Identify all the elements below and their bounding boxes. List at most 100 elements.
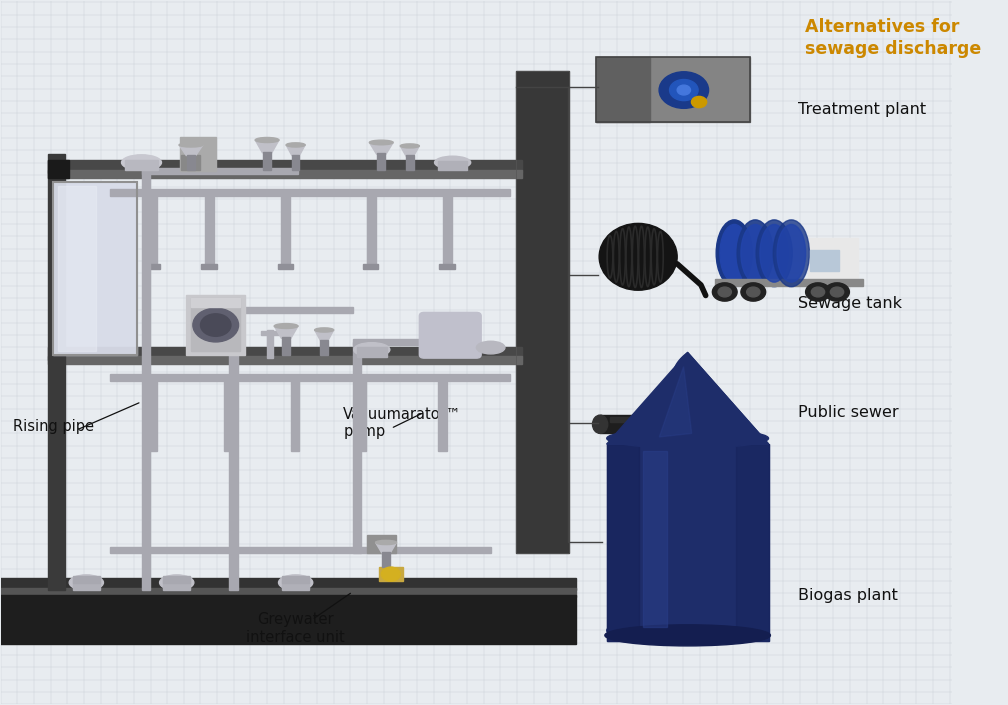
Bar	[73, 575, 100, 582]
Circle shape	[381, 567, 400, 581]
Bar	[206, 194, 214, 268]
Text: Biogas plant: Biogas plant	[798, 588, 898, 603]
Bar	[110, 189, 510, 196]
Ellipse shape	[773, 220, 809, 287]
Ellipse shape	[477, 341, 505, 354]
Bar	[0, 595, 577, 644]
Circle shape	[659, 72, 709, 109]
Circle shape	[805, 283, 831, 301]
Bar	[148, 377, 156, 451]
Bar	[379, 567, 403, 581]
Bar	[229, 309, 238, 590]
Bar	[716, 279, 863, 286]
Circle shape	[677, 85, 690, 95]
Bar	[282, 575, 309, 582]
Bar	[48, 170, 522, 178]
Bar	[736, 444, 768, 641]
Circle shape	[669, 80, 699, 101]
Bar	[357, 347, 387, 357]
Text: Rising pipe: Rising pipe	[13, 419, 94, 434]
Bar	[444, 194, 452, 268]
Ellipse shape	[286, 143, 305, 147]
Bar	[516, 71, 569, 553]
Bar	[597, 57, 750, 122]
Bar	[73, 580, 100, 589]
Ellipse shape	[593, 415, 608, 434]
Bar	[321, 340, 328, 355]
Ellipse shape	[255, 137, 279, 142]
Bar	[363, 264, 378, 269]
Bar	[261, 331, 278, 335]
Bar	[141, 168, 298, 174]
Polygon shape	[314, 330, 334, 341]
Polygon shape	[274, 326, 298, 338]
Text: Greywater
interface unit: Greywater interface unit	[246, 612, 345, 644]
Bar	[48, 161, 70, 178]
Ellipse shape	[760, 224, 788, 282]
Bar	[0, 587, 577, 596]
Text: Alternatives for
sewage discharge: Alternatives for sewage discharge	[804, 18, 981, 59]
Bar	[263, 152, 271, 170]
Bar	[353, 339, 424, 345]
Text: Public sewer: Public sewer	[798, 405, 899, 419]
Polygon shape	[607, 352, 768, 444]
Bar	[225, 377, 233, 451]
Bar	[144, 264, 159, 269]
Bar	[292, 155, 299, 170]
Ellipse shape	[607, 429, 768, 448]
Circle shape	[713, 283, 737, 301]
Bar	[48, 356, 522, 364]
Bar	[643, 451, 667, 627]
FancyBboxPatch shape	[419, 312, 481, 358]
Bar	[110, 546, 491, 553]
Ellipse shape	[376, 540, 396, 544]
Bar	[277, 264, 292, 269]
Polygon shape	[369, 142, 393, 154]
Circle shape	[831, 287, 844, 297]
Bar	[438, 377, 447, 451]
Ellipse shape	[777, 224, 805, 282]
Ellipse shape	[159, 575, 194, 590]
Bar	[610, 417, 715, 422]
Bar	[291, 377, 299, 451]
Bar	[358, 377, 366, 451]
Bar	[125, 160, 157, 170]
Ellipse shape	[434, 157, 471, 169]
Circle shape	[747, 287, 760, 297]
Circle shape	[741, 283, 766, 301]
Polygon shape	[659, 367, 691, 437]
Text: Treatment plant: Treatment plant	[798, 102, 926, 117]
Ellipse shape	[605, 625, 770, 646]
Circle shape	[825, 283, 850, 301]
Ellipse shape	[314, 328, 334, 332]
Bar	[163, 580, 191, 589]
Ellipse shape	[278, 575, 312, 590]
Text: Sewage tank: Sewage tank	[798, 295, 902, 311]
Bar	[367, 535, 395, 553]
Polygon shape	[286, 145, 305, 156]
Bar	[382, 552, 390, 567]
Bar	[57, 185, 96, 351]
Bar	[607, 444, 768, 641]
Bar	[438, 161, 467, 170]
Ellipse shape	[70, 575, 104, 590]
Bar	[607, 444, 639, 641]
Bar	[282, 338, 290, 355]
Bar	[163, 575, 191, 582]
Bar	[282, 580, 309, 589]
Bar	[48, 154, 66, 590]
Ellipse shape	[607, 617, 768, 644]
Bar	[810, 250, 839, 271]
Ellipse shape	[354, 343, 390, 357]
Bar	[267, 330, 273, 358]
Bar	[148, 194, 156, 268]
Bar	[187, 155, 195, 170]
Bar	[281, 194, 290, 268]
Ellipse shape	[716, 417, 732, 432]
Circle shape	[811, 287, 825, 297]
Bar	[597, 57, 650, 122]
Bar	[377, 153, 385, 170]
Bar	[191, 298, 241, 351]
Bar	[48, 161, 522, 173]
Ellipse shape	[737, 220, 773, 287]
